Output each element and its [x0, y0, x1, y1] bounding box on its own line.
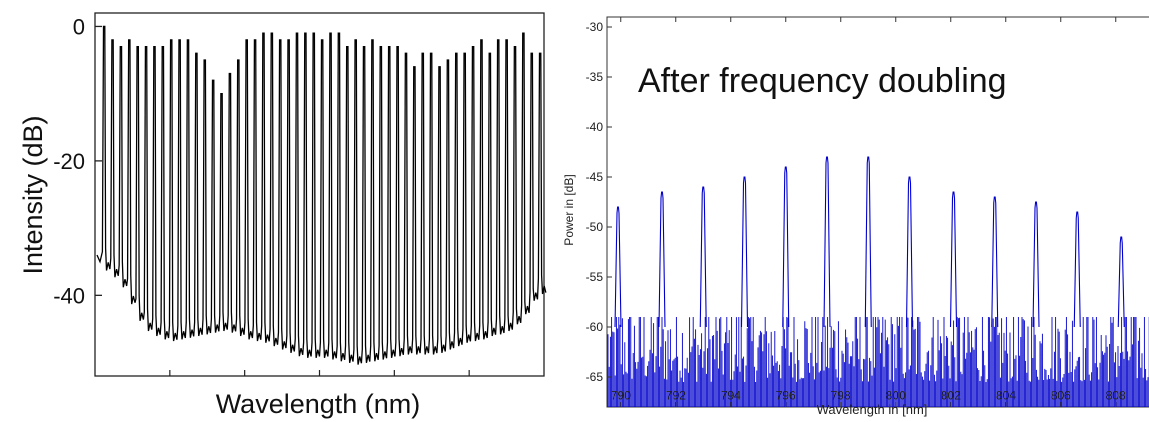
right-comb-peak — [614, 206, 622, 328]
right-x-tick-label: 798 — [831, 389, 851, 403]
left-x-axis-label: Wavelength (nm) — [216, 389, 421, 419]
right-comb-peak — [740, 176, 749, 328]
right-comb-peak — [905, 176, 914, 328]
left-y-tick-label: -20 — [53, 149, 85, 174]
right-comb-peak — [658, 191, 666, 328]
right-y-tick-label: -60 — [586, 320, 604, 334]
right-x-tick-label: 792 — [666, 389, 686, 403]
right-spectrum-trace — [607, 156, 1149, 407]
right-x-axis-label: Wavelength in [nm] — [817, 402, 928, 417]
right-y-tick-label: -65 — [586, 370, 604, 384]
left-y-ticks: 0 -20 -40 — [53, 14, 470, 376]
right-x-tick-label: 806 — [1051, 389, 1071, 403]
left-comb-trace — [96, 25, 547, 365]
right-y-axis-label: Power in [dB] — [562, 174, 576, 245]
right-chart: -30 -35 -40 -45 -50 -55 -60 -65 790 792 794 796 798 8… — [562, 16, 1149, 417]
right-y-tick-label: -35 — [586, 70, 604, 84]
right-comb-peak — [864, 156, 872, 328]
right-x-tick-label: 800 — [886, 389, 906, 403]
right-comb-peak — [991, 196, 999, 328]
right-comb-peak — [699, 186, 707, 328]
right-comb-peak — [782, 166, 790, 328]
right-comb-peak — [949, 191, 958, 328]
right-x-tick-label: 808 — [1106, 389, 1126, 403]
right-annotation: After frequency doubling — [638, 62, 1007, 100]
right-comb-peak — [1117, 236, 1125, 328]
right-noise-floor — [607, 317, 1149, 407]
right-x-tick-label: 796 — [776, 389, 796, 403]
left-y-tick-label: -40 — [53, 283, 85, 308]
right-x-tick-label: 794 — [721, 389, 741, 403]
right-x-tick-label: 790 — [611, 389, 631, 403]
right-comb-peak — [823, 156, 831, 328]
right-y-tick-label: -50 — [586, 220, 604, 234]
left-chart: 0 -20 -40 Intensity (dB) Wavelength (nm) — [18, 12, 547, 419]
left-y-axis-label: Intensity (dB) — [18, 115, 48, 274]
right-x-tick-label: 802 — [941, 389, 961, 403]
right-comb-peak — [1032, 201, 1040, 328]
right-comb-peak — [1073, 211, 1081, 328]
right-y-tick-label: -45 — [586, 170, 604, 184]
right-y-tick-label: -40 — [586, 120, 604, 134]
right-axis-ticks: -30 -35 -40 -45 -50 -55 -60 -65 790 792 794 796 798 8… — [586, 17, 1126, 407]
right-x-tick-label: 804 — [996, 389, 1016, 403]
right-y-tick-label: -55 — [586, 270, 604, 284]
left-y-tick-label: 0 — [73, 14, 85, 39]
right-y-tick-label: -30 — [586, 20, 604, 34]
